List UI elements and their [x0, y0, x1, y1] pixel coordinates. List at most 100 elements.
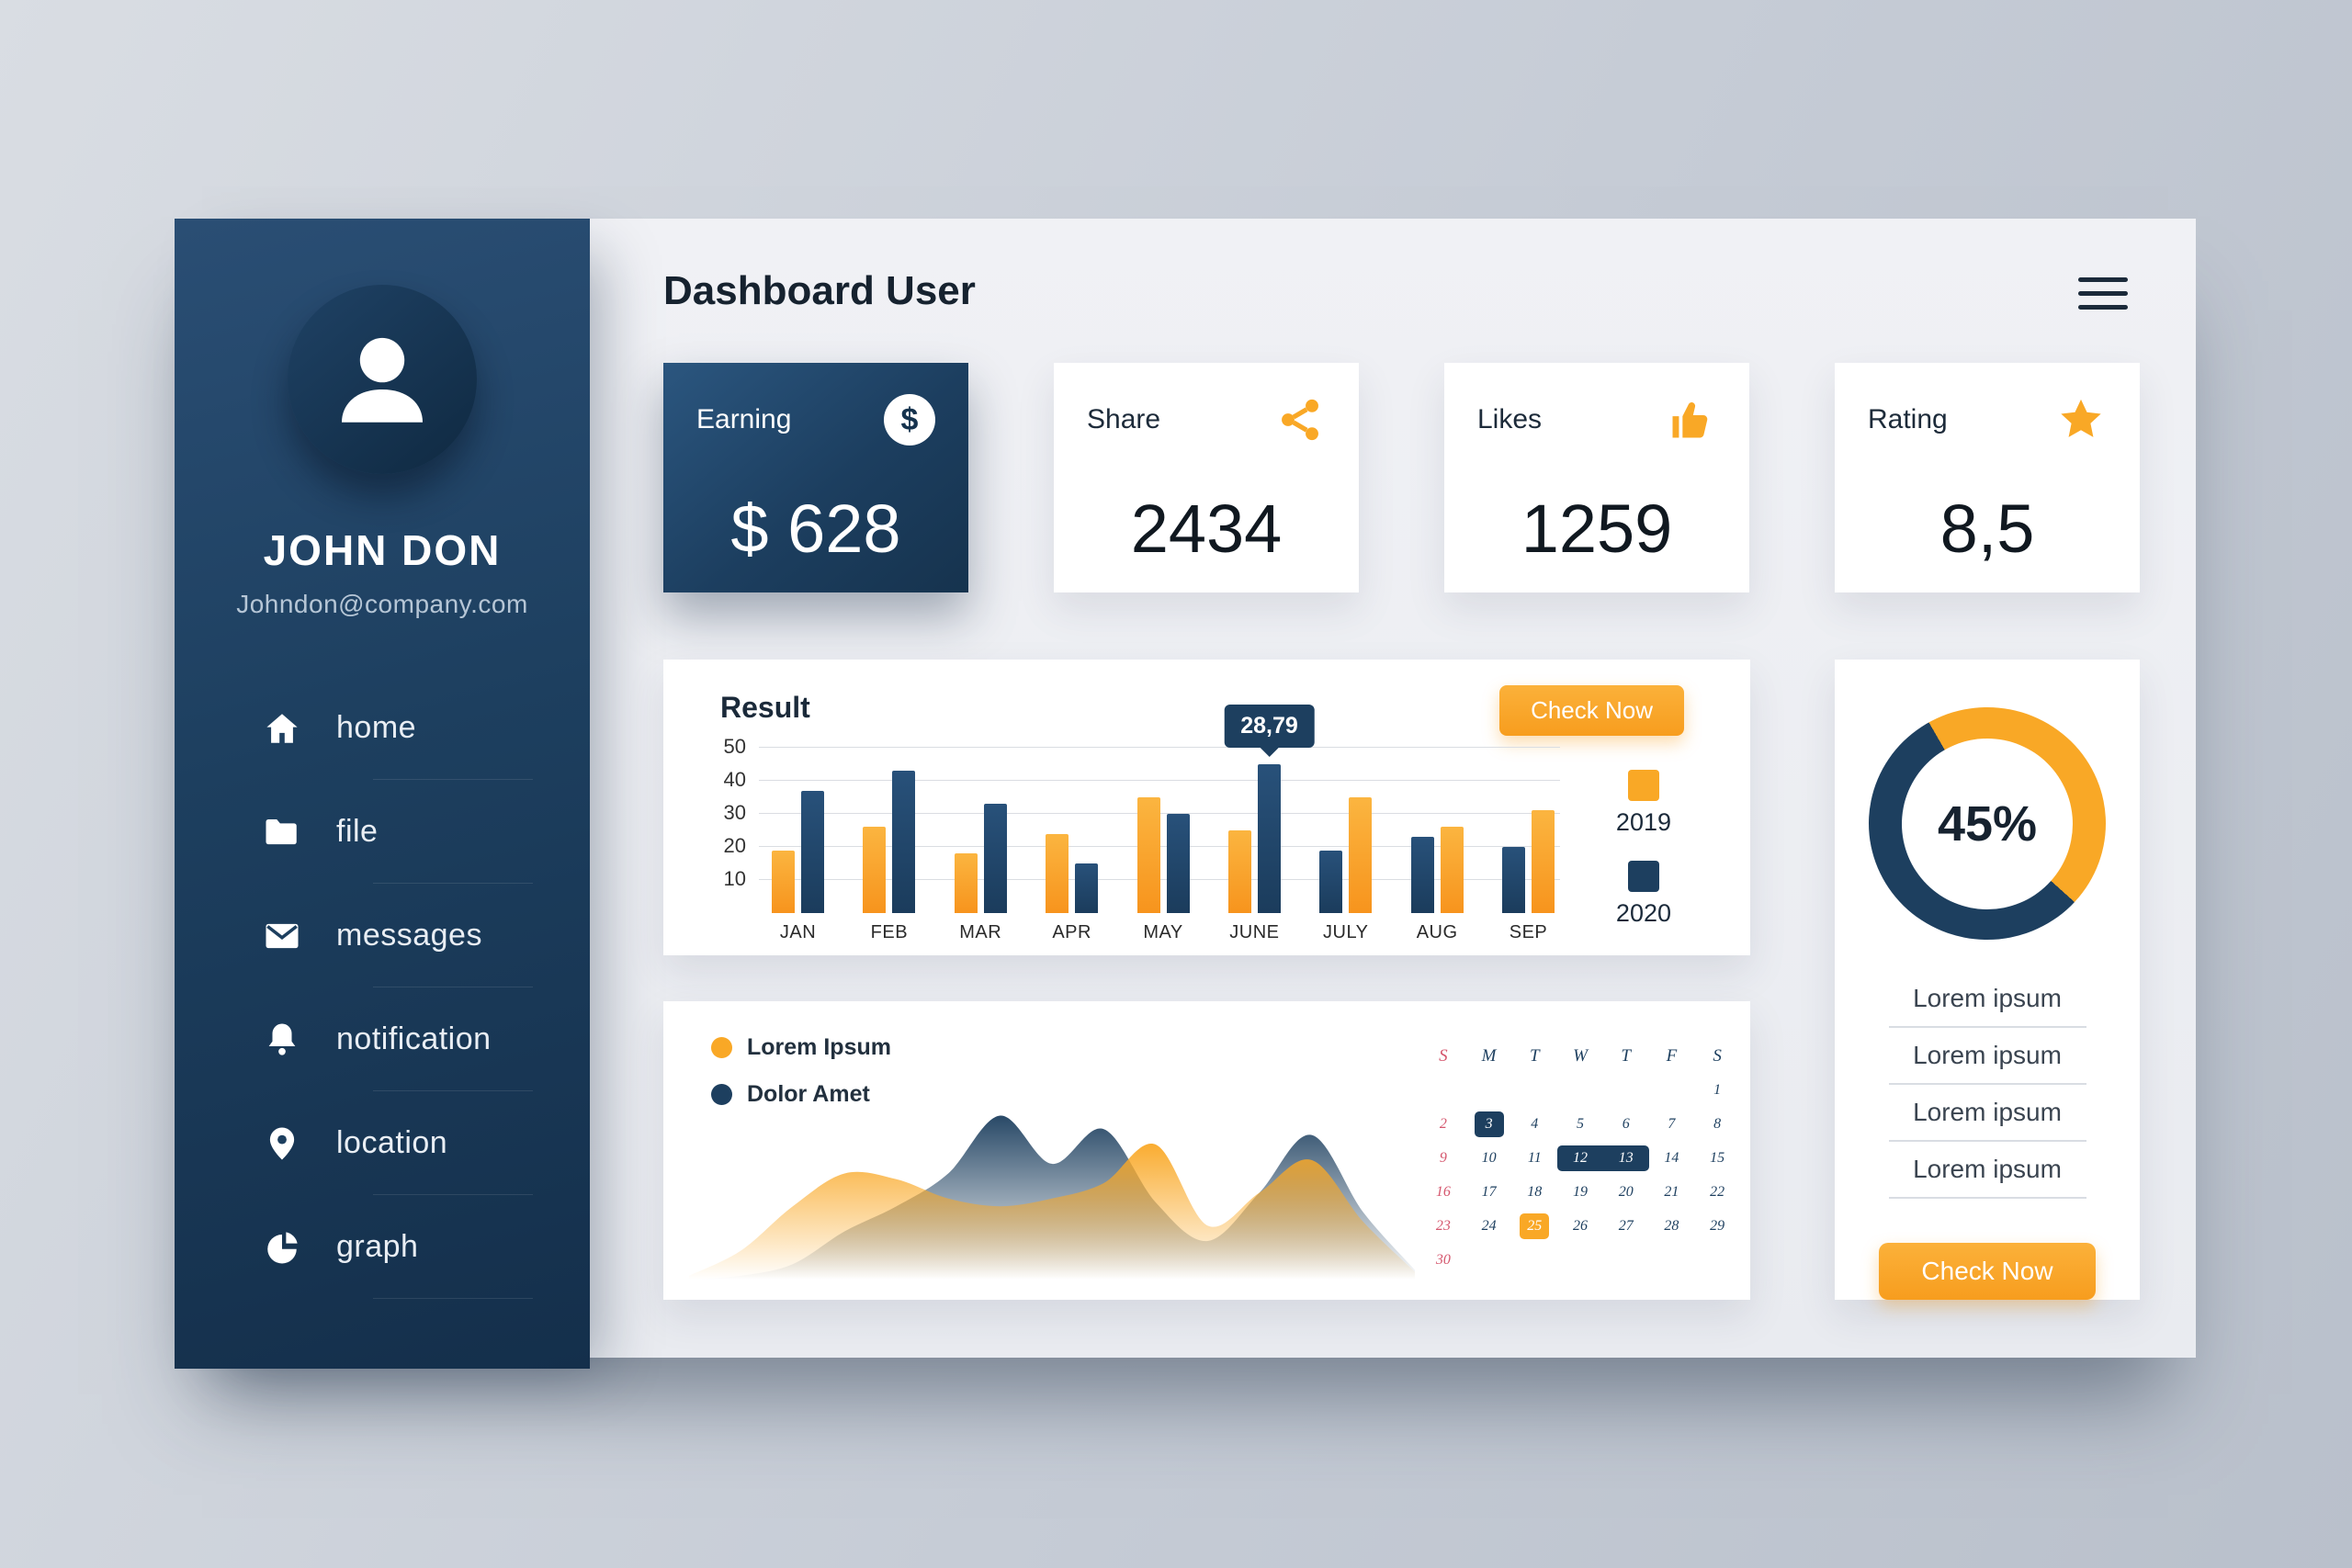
list-item: Lorem ipsum [1888, 1085, 2086, 1142]
y-axis-tick: 20 [723, 834, 746, 857]
sidebar-item-label: graph [336, 1229, 419, 1264]
bar-chart-legend: 2019 2020 [1616, 770, 1671, 928]
legend-label: 2019 [1615, 808, 1671, 836]
calendar-day-7[interactable]: 7 [1668, 1116, 1676, 1132]
calendar-day-27[interactable]: 27 [1618, 1218, 1634, 1234]
sidebar-item-home[interactable]: home [263, 676, 590, 780]
calendar-day-6[interactable]: 6 [1622, 1116, 1630, 1132]
bar-feb-2019 [863, 827, 887, 913]
calendar-day-12[interactable]: 12 [1557, 1144, 1603, 1173]
calendar-empty-cell [1603, 1076, 1649, 1105]
calendar-day-8[interactable]: 8 [1713, 1116, 1722, 1132]
x-axis-label: SEP [1509, 922, 1548, 942]
area-series [689, 1144, 1415, 1280]
calendar-day-23[interactable]: 23 [1435, 1218, 1451, 1234]
calendar-day-30[interactable]: 30 [1435, 1252, 1451, 1268]
star-icon [2055, 394, 2107, 446]
bar-mar-2019 [954, 853, 978, 913]
bar-june-2020 [1257, 764, 1281, 913]
stat-label: Share [1087, 404, 1161, 434]
donut-chart: 45% [1869, 707, 2106, 940]
calendar-day-13[interactable]: 13 [1602, 1144, 1649, 1173]
calendar-empty-cell [1466, 1076, 1512, 1105]
calendar-day-17[interactable]: 17 [1481, 1184, 1497, 1200]
legend-label: Lorem Ipsum [747, 1034, 891, 1060]
calendar-day-22[interactable]: 22 [1710, 1184, 1725, 1200]
bar-group-mar: MAR [954, 748, 1007, 942]
donut-center: 45% [1902, 738, 2073, 909]
area-legend-entry: Lorem Ipsum [711, 1034, 891, 1061]
sidebar-item-notification[interactable]: notification [263, 987, 590, 1091]
sidebar-item-label: notification [336, 1021, 492, 1056]
bar-mar-2020 [983, 804, 1007, 913]
calendar-day-28[interactable]: 28 [1664, 1218, 1679, 1234]
stat-card-share[interactable]: Share 2434 [1054, 363, 1359, 592]
calendar-weekday-header: W [1573, 1046, 1588, 1066]
calendar-day-21[interactable]: 21 [1664, 1184, 1679, 1200]
sidebar-item-location[interactable]: location [263, 1091, 590, 1195]
legend-dot [711, 1037, 732, 1058]
stat-card-earning[interactable]: Earning $ $ 628 [663, 363, 968, 592]
thumbs-up-icon [1665, 394, 1716, 446]
calendar-day-18[interactable]: 18 [1527, 1184, 1543, 1200]
calendar-day-10[interactable]: 10 [1481, 1150, 1497, 1166]
sidebar: JOHN DON Johndon@company.com home file mes… [175, 219, 590, 1369]
calendar-empty-cell [1649, 1076, 1695, 1105]
list-item: Lorem ipsum [1888, 971, 2086, 1028]
bar-aug-2019 [1440, 827, 1464, 913]
calendar-day-4[interactable]: 4 [1531, 1116, 1539, 1132]
sidebar-item-messages[interactable]: messages [263, 884, 590, 987]
calendar-day-5[interactable]: 5 [1576, 1116, 1584, 1132]
calendar: S M T W T F S 1 2 3 4 5 6 7 8 9 10 11 12 13 14 15 16 17 18 19 20 21… [1420, 1042, 1740, 1275]
x-axis-label: JUNE [1229, 922, 1280, 942]
calendar-day-9[interactable]: 9 [1439, 1150, 1447, 1166]
legend-label: Dolor Amet [747, 1081, 870, 1107]
area-legend-entry: Dolor Amet [711, 1081, 891, 1108]
sidebar-menu: home file messages notification location grap… [175, 676, 590, 1299]
calendar-day-11[interactable]: 11 [1527, 1150, 1542, 1166]
calendar-day-2[interactable]: 2 [1439, 1116, 1447, 1132]
check-now-button[interactable]: Check Now [1879, 1243, 2096, 1300]
x-axis-label: MAR [959, 922, 1002, 942]
sidebar-item-label: location [336, 1125, 448, 1160]
calendar-day-15[interactable]: 15 [1710, 1150, 1725, 1166]
calendar-day-14[interactable]: 14 [1664, 1150, 1679, 1166]
avatar [288, 285, 477, 474]
sidebar-item-label: home [336, 710, 417, 745]
legend-label: 2020 [1615, 899, 1671, 927]
profile-email: Johndon@company.com [236, 590, 528, 618]
hamburger-menu-icon[interactable] [2078, 277, 2128, 319]
x-axis-label: JAN [779, 922, 817, 942]
calendar-day-20[interactable]: 20 [1618, 1184, 1634, 1200]
calendar-day-16[interactable]: 16 [1435, 1184, 1451, 1200]
calendar-day-25[interactable]: 25 [1511, 1212, 1557, 1241]
donut-percentage-label: 45% [1937, 795, 2038, 852]
calendar-day-24[interactable]: 24 [1481, 1218, 1497, 1234]
calendar-weekday-header: S [1713, 1046, 1722, 1066]
dashboard-panel: Dashboard User Earning $ $ 628 Share 2434 Lik… [175, 219, 2196, 1358]
calendar-empty-cell [1420, 1076, 1466, 1105]
calendar-day-3[interactable]: 3 [1466, 1110, 1512, 1139]
check-now-button[interactable]: Check Now [1499, 685, 1684, 736]
bar-jan-2019 [772, 850, 795, 913]
stat-card-header: Likes [1477, 394, 1716, 446]
bar-june-2019 [1227, 830, 1251, 913]
sidebar-item-graph[interactable]: graph [263, 1195, 590, 1299]
calendar-day-29[interactable]: 29 [1710, 1218, 1725, 1234]
gridline [759, 780, 1560, 781]
folder-icon [263, 813, 301, 852]
stat-card-likes[interactable]: Likes 1259 [1444, 363, 1749, 592]
stat-card-rating[interactable]: Rating 8,5 [1835, 363, 2140, 592]
bar-chart-yaxis: 10 20 30 40 50 [718, 735, 759, 913]
bar-jan-2020 [801, 790, 824, 913]
list-item: Lorem ipsum [1888, 1142, 2086, 1199]
calendar-weekday-header: S [1439, 1046, 1448, 1066]
bar-group-feb: FEB [863, 748, 916, 942]
calendar-day-26[interactable]: 26 [1572, 1218, 1588, 1234]
calendar-day-1[interactable]: 1 [1713, 1082, 1722, 1098]
bar-chart: 10 20 30 40 50 28,79 JAN FEB MAR APR MAY JUNE JULY… [718, 705, 1567, 942]
calendar-day-19[interactable]: 19 [1572, 1184, 1588, 1200]
calendar-empty-cell [1511, 1076, 1557, 1105]
calendar-empty-cell [1511, 1246, 1557, 1275]
sidebar-item-file[interactable]: file [263, 780, 590, 884]
